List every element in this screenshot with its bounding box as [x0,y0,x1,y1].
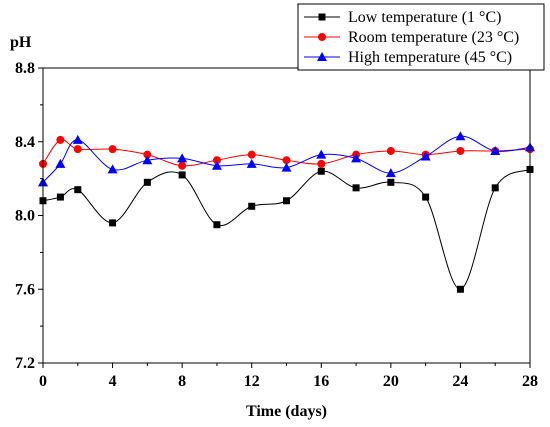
x-tick-label: 12 [244,373,260,390]
data-point [282,156,291,165]
legend-label: High temperature (45 °C) [348,49,512,66]
data-point [246,158,257,168]
y-tick-label: 8.0 [15,208,35,225]
series-0 [39,165,534,293]
series-line [42,135,531,183]
data-point [55,158,66,168]
x-tick-label: 24 [452,373,468,390]
y-axis-title: pH [10,34,32,51]
data-point [317,159,326,168]
data-point [143,150,152,159]
data-point [455,131,466,141]
data-point [316,149,327,159]
data-point [317,167,325,175]
legend-item: Room temperature (23 °C) [304,29,519,46]
data-point [143,178,151,186]
data-point [247,150,256,159]
y-tick-label: 7.6 [15,281,35,298]
data-point [420,151,431,161]
plot-frame [42,67,531,364]
data-point [386,146,395,155]
y-tick-label: 7.2 [15,355,35,372]
series-layer [38,131,535,293]
data-point [73,145,82,154]
legend-marker [318,13,326,21]
data-point [56,193,64,201]
data-point [178,161,187,170]
data-point [456,146,465,155]
data-point [142,155,153,165]
legend-marker [317,52,327,61]
data-point [491,184,499,192]
data-point [351,153,362,163]
series-2 [38,131,535,187]
legend-label: Low temperature (1 °C) [348,9,501,26]
x-tick-label: 20 [383,373,399,390]
data-point [74,186,82,194]
series-line [42,168,531,290]
data-point [72,134,83,144]
x-tick-label: 16 [313,373,329,390]
x-tick-label: 28 [522,373,538,390]
legend-marker [318,33,326,41]
data-point [422,193,430,201]
y-tick-label: 8.4 [15,134,35,151]
data-point [387,178,395,186]
legend-item: High temperature (45 °C) [304,49,512,66]
x-tick-label: 0 [39,373,47,390]
legend-label: Room temperature (23 °C) [348,29,519,46]
x-tick-label: 4 [109,373,117,390]
data-point [456,285,464,293]
data-point [107,164,118,174]
data-point [211,160,222,170]
data-point [212,156,221,165]
data-point [213,221,221,229]
data-point [281,162,292,172]
data-point [385,168,396,178]
x-tick-label: 8 [178,373,186,390]
data-point [109,219,117,227]
data-point [178,171,186,179]
y-tick-label: 8.8 [15,60,35,77]
x-axis-title: Time (days) [246,403,327,420]
data-point [490,145,501,155]
series-line [42,139,531,167]
data-point [248,202,256,210]
data-point [352,184,360,192]
data-point [177,153,188,163]
data-point [56,135,65,144]
ticks-layer: 0 4 8 12 16 20 24 28 7.2 7.6 8.0 8.4 8.8 [15,60,538,390]
legend: Low temperature (1 °C) Room temperature (… [297,3,545,71]
data-point [108,145,117,154]
data-point [283,197,290,205]
legend-item: Low temperature (1 °C) [304,9,501,26]
